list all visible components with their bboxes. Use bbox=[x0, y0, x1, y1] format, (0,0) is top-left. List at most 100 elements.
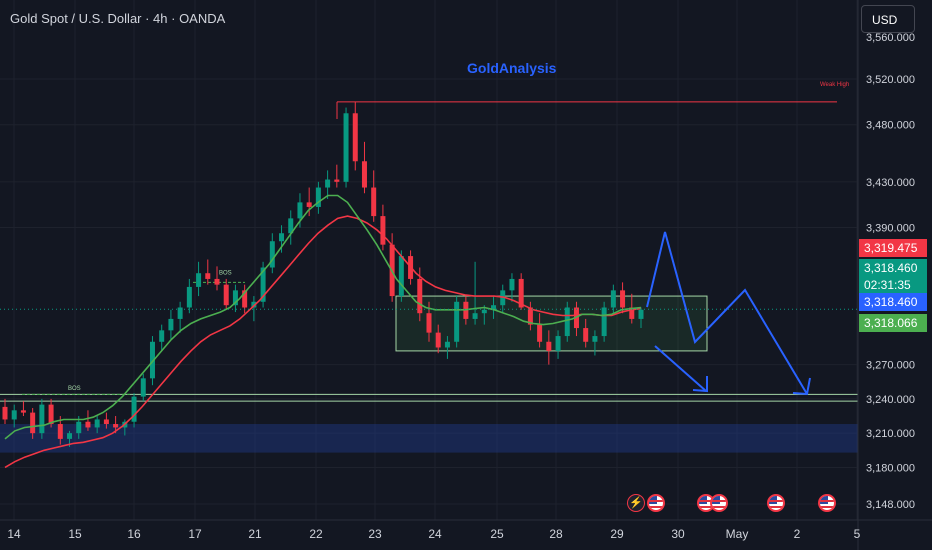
candle-body bbox=[103, 419, 109, 425]
x-tick-label: 2 bbox=[794, 527, 801, 541]
candle-body bbox=[592, 336, 598, 342]
candle-body bbox=[325, 179, 331, 188]
x-tick-label: 22 bbox=[309, 527, 323, 541]
x-tick-label: 5 bbox=[854, 527, 861, 541]
projection-arrow bbox=[654, 345, 707, 392]
candle-body bbox=[297, 202, 303, 219]
candle-body bbox=[472, 313, 478, 319]
candle-body bbox=[269, 241, 275, 268]
candle-body bbox=[177, 307, 183, 319]
candle-body bbox=[481, 309, 487, 314]
candle-body bbox=[491, 305, 497, 310]
arrow-head bbox=[792, 377, 811, 396]
candle-body bbox=[426, 313, 432, 333]
y-tick-label: 3,148.000 bbox=[866, 499, 915, 511]
candle-body bbox=[168, 318, 174, 331]
y-tick-label: 3,560.000 bbox=[866, 32, 915, 44]
x-tick-label: 25 bbox=[490, 527, 504, 541]
candle-body bbox=[601, 307, 607, 337]
candle-body bbox=[260, 267, 266, 302]
candle-body bbox=[417, 278, 423, 314]
weak-high-label: Weak High bbox=[820, 82, 849, 88]
candle-body bbox=[620, 290, 626, 308]
candle-body bbox=[583, 328, 589, 342]
watermark-label: GoldAnalysis bbox=[467, 60, 557, 76]
candle-body bbox=[251, 301, 257, 308]
candle-body bbox=[537, 324, 543, 342]
x-tick-label: 16 bbox=[127, 527, 141, 541]
candle-body bbox=[131, 396, 137, 422]
candle-body bbox=[343, 113, 349, 182]
candle-body bbox=[85, 421, 91, 428]
candle-body bbox=[610, 290, 616, 308]
candle-body bbox=[546, 341, 552, 351]
candle-body bbox=[435, 332, 441, 348]
candle-body bbox=[564, 307, 570, 337]
price-tag-last: 3,318.460 bbox=[859, 259, 927, 277]
lightning-event-icon[interactable]: ⚡ bbox=[627, 494, 645, 512]
candle-body bbox=[39, 404, 45, 434]
candle-body bbox=[2, 406, 8, 420]
candle-body bbox=[380, 216, 386, 245]
candle-body bbox=[509, 278, 515, 291]
candle-body bbox=[11, 410, 17, 420]
candle-body bbox=[113, 424, 119, 428]
candle-body bbox=[454, 301, 460, 342]
ema-slow-line bbox=[4, 215, 642, 469]
price-tag-red: 3,319.475 bbox=[859, 239, 927, 257]
candle-body bbox=[149, 341, 155, 379]
arrow-head bbox=[692, 376, 708, 393]
candle-body bbox=[76, 421, 82, 434]
symbol-title: Gold Spot / U.S. Dollar · 4h · OANDA bbox=[10, 11, 226, 26]
candle-body bbox=[398, 256, 404, 297]
x-tick-label: 21 bbox=[248, 527, 262, 541]
candle-body bbox=[205, 273, 211, 279]
candle-body bbox=[334, 179, 340, 182]
candle-body bbox=[48, 404, 54, 425]
ema-fast-line bbox=[4, 194, 642, 440]
y-tick-label: 3,210.000 bbox=[866, 428, 915, 440]
us-flag-event-icon[interactable] bbox=[710, 494, 728, 512]
x-tick-label: 15 bbox=[68, 527, 82, 541]
x-tick-label: 14 bbox=[7, 527, 21, 541]
candle-body bbox=[279, 233, 285, 242]
candle-body bbox=[94, 419, 100, 428]
candle-body bbox=[361, 161, 367, 188]
candle-body bbox=[371, 187, 377, 217]
candle-body bbox=[638, 309, 644, 319]
candle-body bbox=[67, 433, 73, 439]
price-tag-blue: 3,318.460 bbox=[859, 293, 927, 311]
candle-body bbox=[159, 330, 165, 342]
bos-label: BOS bbox=[68, 386, 81, 392]
candle-body bbox=[518, 278, 524, 308]
candle-body bbox=[20, 410, 26, 413]
candle-body bbox=[629, 307, 635, 319]
candle-body bbox=[186, 286, 192, 308]
projection-path bbox=[646, 231, 808, 395]
us-flag-event-icon[interactable] bbox=[818, 494, 836, 512]
us-flag-event-icon[interactable] bbox=[647, 494, 665, 512]
bar-countdown: 02:31:35 bbox=[859, 276, 927, 294]
x-tick-label: 28 bbox=[549, 527, 563, 541]
candle-body bbox=[242, 290, 248, 308]
us-flag-event-icon[interactable] bbox=[767, 494, 785, 512]
y-tick-label: 3,480.000 bbox=[866, 120, 915, 132]
candle-body bbox=[444, 341, 450, 348]
y-tick-label: 3,270.000 bbox=[866, 360, 915, 372]
y-tick-label: 3,180.000 bbox=[866, 462, 915, 474]
currency-button[interactable]: USD bbox=[861, 5, 915, 33]
x-tick-label: 30 bbox=[671, 527, 685, 541]
y-tick-label: 3,390.000 bbox=[866, 223, 915, 235]
candle-body bbox=[232, 290, 238, 306]
candle-body bbox=[196, 273, 202, 287]
candle-body bbox=[214, 278, 220, 285]
candle-body bbox=[140, 378, 146, 397]
price-tag-green: 3,318.066 bbox=[859, 314, 927, 332]
y-tick-label: 3,240.000 bbox=[866, 394, 915, 406]
x-tick-label: 24 bbox=[428, 527, 442, 541]
y-tick-label: 3,520.000 bbox=[866, 74, 915, 86]
y-tick-label: 3,430.000 bbox=[866, 177, 915, 189]
x-tick-label: May bbox=[726, 527, 749, 541]
